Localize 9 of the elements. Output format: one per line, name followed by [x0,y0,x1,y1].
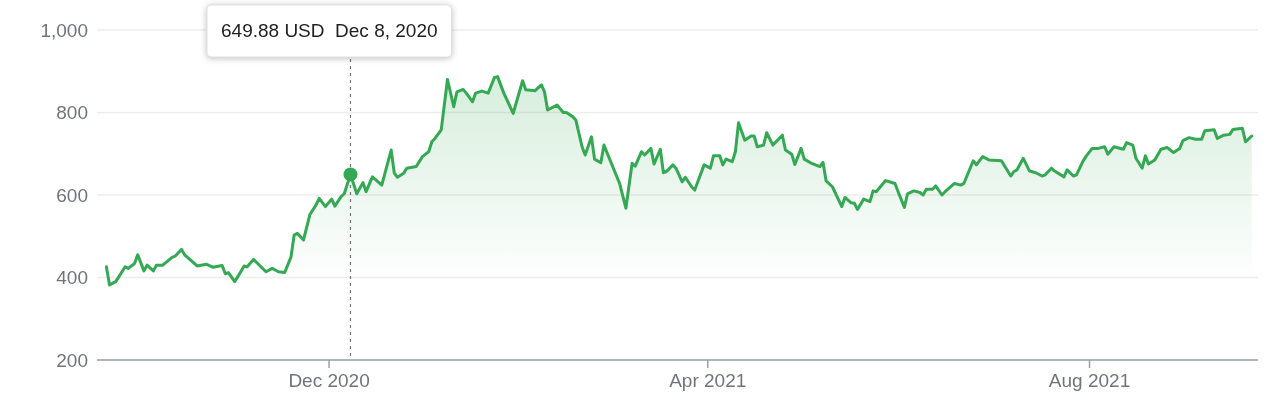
y-tick-label: 400 [56,267,88,289]
y-tick-label: 600 [56,184,88,206]
annotation: 649.88 USD Dec 8, 2020 [221,20,438,41]
y-tick-label: 800 [56,102,88,124]
y-tick-label: 1,000 [40,19,88,41]
y-tick-label: 200 [56,349,88,371]
x-tick-label: Aug 2021 [1048,370,1131,392]
x-tick-label: Dec 2020 [288,370,370,392]
x-tick-label: Apr 2021 [669,370,747,392]
